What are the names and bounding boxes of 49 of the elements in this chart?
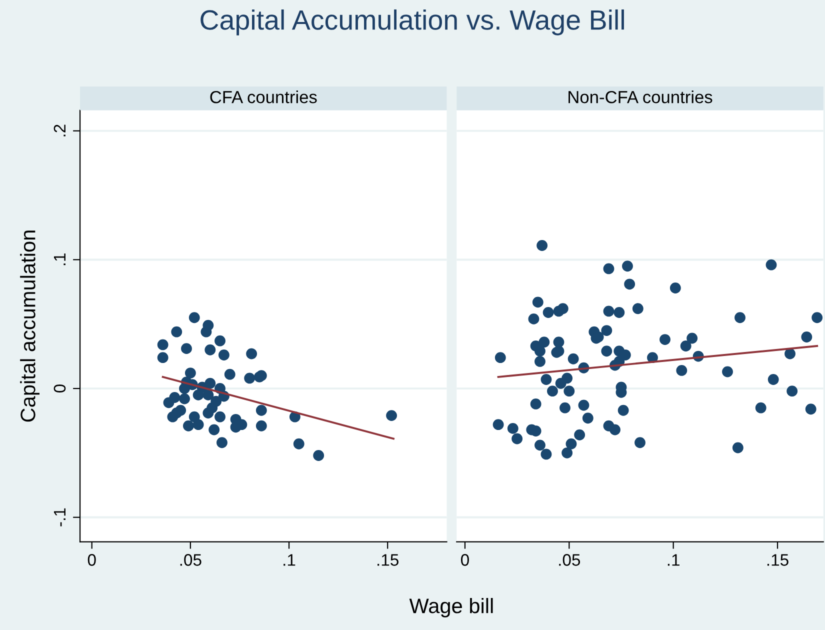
y-tick-label: -.1 (54, 508, 66, 526)
point (200, 326, 212, 338)
x-tick-label: .05 (559, 554, 580, 566)
point (157, 352, 168, 364)
x-tick-label: 0 (88, 554, 96, 566)
point (313, 450, 324, 461)
x-tick-label: .05 (180, 554, 202, 566)
point (208, 424, 220, 436)
x-axis-title: Wage bill (409, 598, 493, 618)
point (256, 420, 267, 432)
point (171, 326, 182, 338)
point (167, 411, 178, 422)
point (214, 411, 226, 422)
x-tick-label: .1 (284, 554, 296, 566)
chart-subtitle: CFA countries (210, 90, 317, 104)
point (256, 404, 267, 416)
point (202, 389, 214, 400)
point (293, 438, 304, 450)
chart-title: Capital Accumulation vs. Wage Bill (200, 9, 624, 36)
chart-subtitle: Non-CFA countries (568, 90, 712, 104)
point (246, 348, 258, 360)
y-tick-label: .1 (54, 254, 66, 266)
point (214, 335, 226, 346)
point (224, 368, 236, 380)
point (204, 378, 216, 389)
point (182, 420, 194, 432)
point (179, 393, 190, 404)
point (202, 408, 214, 418)
point (188, 312, 200, 324)
point (163, 397, 174, 408)
point (157, 339, 168, 350)
y-tick-label: 0 (54, 384, 66, 392)
x-tick-label: .1 (668, 554, 680, 566)
point (230, 422, 242, 433)
point (218, 350, 230, 360)
point (204, 344, 216, 356)
x-tick-label: 0 (460, 554, 469, 566)
point (216, 437, 228, 448)
point (184, 368, 196, 379)
x-tick-label: .15 (378, 554, 398, 566)
x-tick-label: .15 (767, 554, 788, 566)
point (192, 419, 204, 430)
y-tick-label: .2 (54, 124, 66, 136)
point (181, 343, 192, 354)
point (179, 383, 190, 394)
point (386, 410, 397, 422)
point (244, 372, 256, 384)
point (192, 389, 204, 400)
y-axis-title: Capital accumulation (20, 230, 40, 422)
